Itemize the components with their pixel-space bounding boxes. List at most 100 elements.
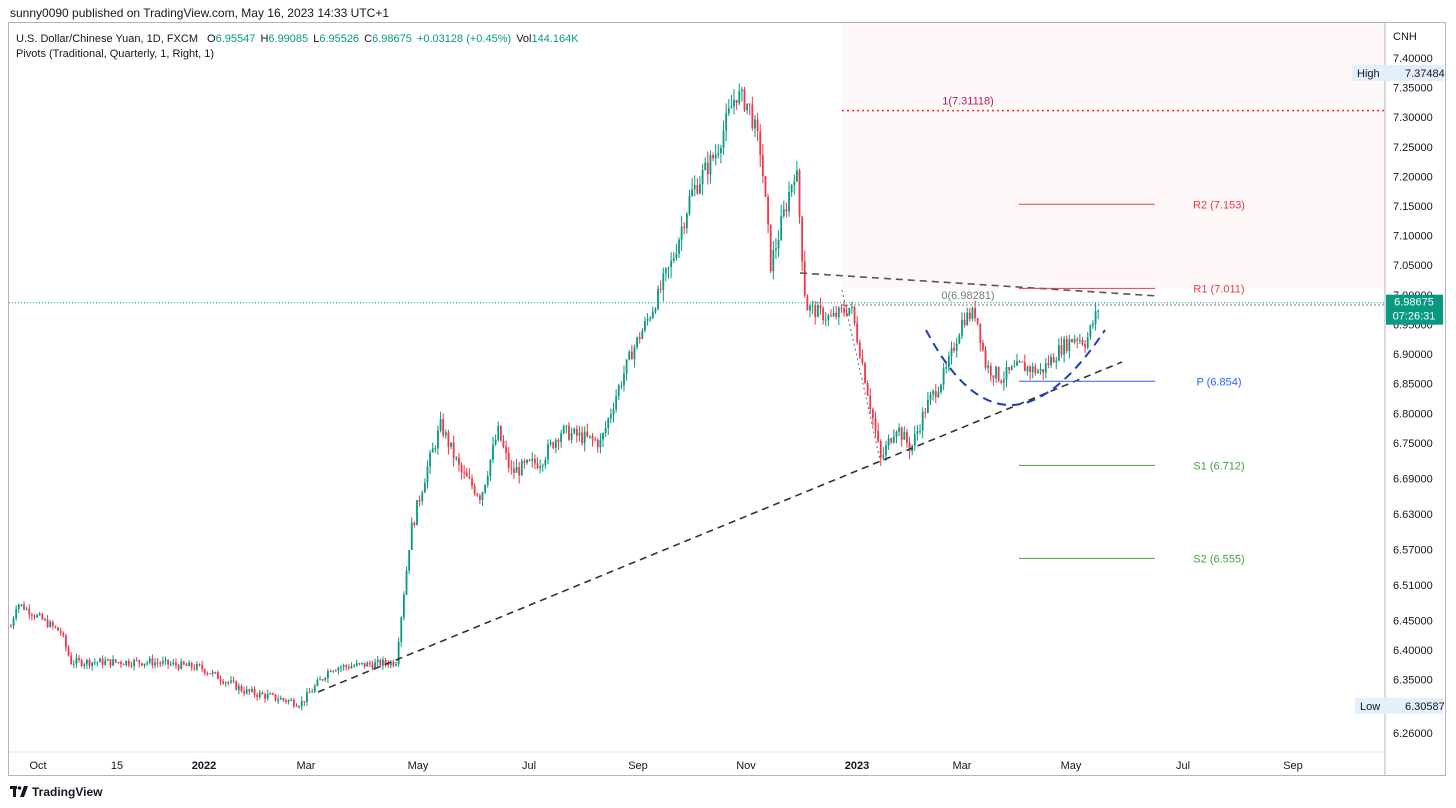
candle-body [932, 390, 935, 395]
ascending-trendline [317, 361, 1123, 693]
candle-body [172, 662, 175, 664]
candle-body [803, 261, 806, 296]
candle-body [885, 445, 887, 456]
candle-body [895, 431, 898, 437]
candle-body [528, 459, 531, 461]
x-tick-label: May [1061, 760, 1082, 772]
candle-body [476, 493, 479, 496]
y-tick-label: 6.51000 [1393, 580, 1433, 592]
candle-body [15, 609, 18, 619]
candle-body [387, 663, 390, 666]
candle-body [594, 439, 597, 441]
close-value: 6.98675 [372, 33, 412, 45]
candle-body [913, 433, 916, 446]
candle-body [148, 658, 151, 663]
candle-body [620, 385, 623, 387]
candle-body [269, 693, 272, 695]
candle-body [578, 432, 581, 436]
last-price-badge [1386, 294, 1443, 325]
candle-body [141, 663, 143, 666]
candle-body [1058, 345, 1060, 361]
candle-body [1068, 339, 1071, 351]
candle-body [308, 692, 311, 694]
indicator-line[interactable]: Pivots (Traditional, Quarterly, 1, Right… [16, 48, 215, 60]
candle-body [638, 337, 641, 339]
candle-body [161, 660, 164, 664]
candle-body [1092, 323, 1094, 326]
candle-body [790, 184, 793, 193]
candle-body [1008, 367, 1011, 370]
candle-body [382, 659, 384, 666]
candle-body [306, 692, 308, 703]
candle-body [539, 466, 542, 469]
candle-body [447, 432, 450, 447]
candle-body [104, 660, 107, 665]
candle-body [214, 672, 217, 674]
y-tick-label: 6.26000 [1393, 728, 1433, 740]
candle-body [683, 226, 686, 229]
candle-body [146, 662, 149, 664]
candle-body [122, 664, 125, 666]
cup-curve [925, 329, 1106, 406]
pivot-label: P (6.854) [1196, 376, 1241, 388]
candle-body [75, 658, 78, 664]
candle-body [1089, 325, 1092, 338]
candle-body [36, 614, 38, 618]
candle-body [1050, 356, 1052, 366]
candle-body [499, 425, 502, 441]
candle-body [617, 385, 620, 397]
x-tick-label: Mar [953, 760, 972, 772]
candle-body [127, 660, 130, 666]
candle-body [423, 482, 426, 493]
candle-body [355, 663, 358, 666]
bar-countdown: 07:26:31 [1393, 311, 1436, 323]
candle-body [625, 359, 628, 374]
candle-body [675, 254, 678, 259]
candle-body [982, 342, 984, 350]
candle-body [410, 522, 413, 551]
candle-body [798, 170, 801, 217]
vol-label: Vol [516, 33, 532, 45]
candle-body [1081, 339, 1084, 345]
candle-body [99, 658, 101, 663]
candle-body [298, 706, 300, 708]
candle-body [371, 664, 374, 669]
candle-body [735, 99, 738, 104]
y-tick-label: 6.69000 [1393, 473, 1433, 485]
candle-body [531, 458, 534, 461]
candle-body [767, 196, 769, 225]
candle-body [612, 409, 615, 415]
pivot-zone-shade [842, 23, 1385, 288]
fib-level-1-label: 1(7.31118) [942, 96, 994, 108]
candle-body [759, 131, 762, 156]
candle-body [494, 439, 497, 445]
candle-body [1029, 366, 1031, 373]
candle-body [106, 659, 109, 661]
candle-body [300, 701, 303, 707]
candle-body [659, 288, 662, 290]
candle-body [91, 662, 94, 667]
candle-body [180, 661, 183, 669]
candle-body [258, 692, 261, 698]
candle-body [688, 195, 691, 214]
candle-body [130, 665, 133, 667]
candle-body [235, 681, 238, 690]
candle-body [368, 662, 371, 665]
candle-body [23, 604, 25, 610]
candle-body [853, 306, 856, 324]
candle-body [685, 213, 688, 229]
candle-body [243, 691, 245, 694]
candle-body [1063, 339, 1066, 355]
candle-body [290, 699, 293, 701]
x-tick-label: Sep [1283, 760, 1303, 772]
candle-body [125, 660, 128, 665]
candle-body [279, 698, 282, 700]
candle-body [691, 189, 693, 196]
candle-body [342, 665, 345, 668]
candle-body [366, 662, 369, 667]
candle-body [83, 664, 86, 666]
candle-body [230, 680, 232, 683]
candle-body [117, 661, 120, 663]
candle-body [193, 667, 196, 670]
